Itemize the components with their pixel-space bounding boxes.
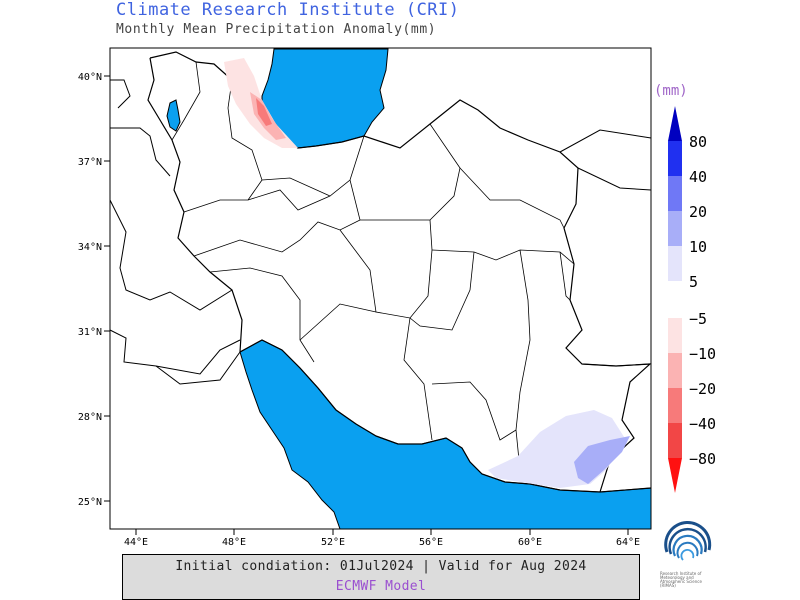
iran-west-border — [147, 57, 243, 353]
anomaly-positive-medium — [574, 436, 630, 484]
legend-value-label: −10 — [689, 345, 717, 363]
legend-swatch — [668, 246, 682, 281]
legend-unit: (mm) — [654, 83, 688, 99]
province-boundaries — [171, 61, 575, 471]
lat-tick-label: 34°N — [78, 242, 102, 253]
lake-urmia — [166, 99, 181, 132]
lon-tick-label: 44°E — [124, 537, 148, 548]
longitude-ticks: 44°E 48°E 52°E 56°E 60°E 64°E — [124, 529, 640, 548]
legend-value-label: 10 — [689, 238, 708, 256]
lon-tick-label: 60°E — [518, 537, 542, 548]
legend-value-label: 80 — [689, 133, 708, 151]
legend-value-label: 40 — [689, 168, 708, 186]
lat-tick-label: 28°N — [78, 412, 102, 423]
anomaly-negative-strong — [256, 98, 272, 126]
legend-swatch — [668, 141, 682, 176]
legend-arrow-down — [668, 458, 682, 493]
lon-tick-label: 52°E — [321, 537, 345, 548]
footer-info-box: Initial condiation: 01Jul2024 | Valid fo… — [122, 554, 640, 600]
lon-tick-label: 56°E — [419, 537, 443, 548]
page-subtitle: Monthly Mean Precipitation Anomaly(mm) — [116, 22, 437, 37]
lat-tick-label: 25°N — [78, 497, 102, 508]
legend-value-label: 20 — [689, 203, 708, 221]
lon-tick-label: 48°E — [222, 537, 246, 548]
forecast-validity: Initial condiation: 01Jul2024 | Valid fo… — [175, 559, 587, 574]
coastline — [239, 339, 652, 493]
legend-swatch — [668, 176, 682, 211]
legend-swatch — [668, 211, 682, 246]
lat-tick-label: 31°N — [78, 327, 102, 338]
legend-value-label: 5 — [689, 273, 699, 291]
institute-logo-icon — [664, 521, 712, 561]
lon-tick-label: 64°E — [616, 537, 640, 548]
legend-value-label: −20 — [689, 380, 717, 398]
lat-tick-label: 37°N — [78, 157, 102, 168]
page-title: Climate Research Institute (CRI) — [116, 0, 460, 20]
neighbour-borders — [109, 79, 652, 385]
legend-colorbar — [668, 106, 682, 493]
legend-swatch — [668, 353, 682, 388]
legend-swatch — [668, 388, 682, 423]
lat-tick-label: 40°N — [78, 72, 102, 83]
latitude-ticks: 40°N 37°N 34°N 31°N 28°N 25°N — [78, 72, 110, 508]
model-name: ECMWF Model — [335, 579, 427, 594]
legend-value-label: −5 — [689, 310, 708, 328]
legend-value-label: −80 — [689, 450, 717, 468]
logo-caption: Research Institute of Meteorology and At… — [660, 571, 702, 588]
legend-swatch — [668, 318, 682, 353]
legend-swatch — [668, 423, 682, 458]
legend-value-label: −40 — [689, 415, 717, 433]
legend-arrow-up — [668, 106, 682, 141]
